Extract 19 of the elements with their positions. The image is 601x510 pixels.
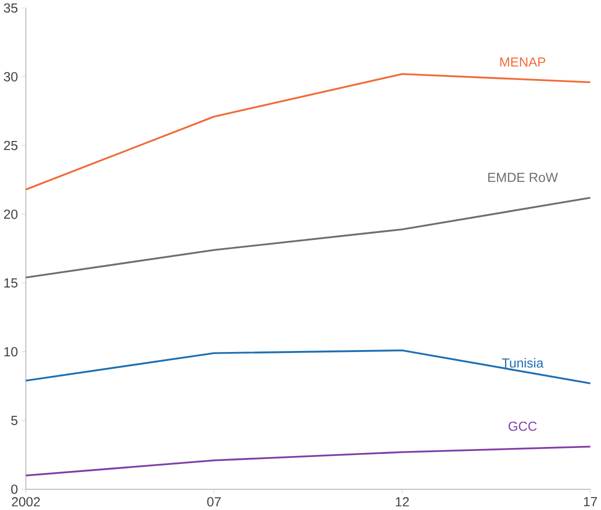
x-tick-label: 12 [396,497,409,506]
y-tick-label: 20 [4,210,18,219]
x-tick-label: 07 [207,497,221,507]
y-tick-label: 35 [4,3,18,13]
line-series [24,350,592,384]
y-tick-label: 10 [4,347,18,356]
line-series [24,446,592,476]
y-tick-label: 30 [4,72,18,82]
line-series [24,73,592,191]
y-tick-label: 5 [11,416,18,426]
y-tick-label: 15 [4,278,18,288]
y-tick-label: 0 [11,484,18,494]
series-label: Tunisia [502,358,544,368]
series-label: MENAP [500,58,546,67]
y-tick-label: 25 [4,140,18,150]
x-tick-label: 2002 [12,497,40,507]
x-tick-label: 17 [584,497,597,506]
series-label: EMDE RoW [488,172,558,182]
series-label: GCC [508,422,537,431]
